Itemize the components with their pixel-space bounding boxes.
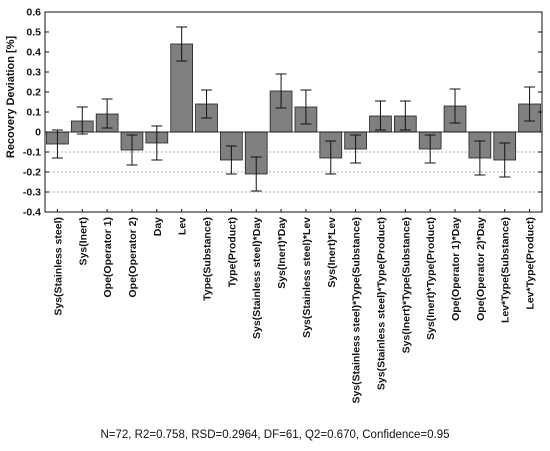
x-tick-label: Sys(Inert) <box>77 217 89 265</box>
y-tick-label: 0.6 <box>26 7 41 19</box>
x-tick-label: Lev*Type(Product) <box>525 217 537 310</box>
x-tick-label: Day <box>152 217 164 236</box>
x-tick-label: Sys(Stainless steel)*Type(Substance) <box>351 217 363 404</box>
y-tick-label: -0.1 <box>23 147 41 159</box>
y-tick-label: 0.2 <box>26 87 41 99</box>
x-tick-label: Lev <box>177 217 189 235</box>
x-tick-label: Sys(Stainless steel)*Day <box>251 217 263 339</box>
axes <box>44 11 543 213</box>
x-tick-label: Sys(Inert)*Type(Product) <box>425 217 437 340</box>
x-tick-label: Sys(Stainless steel)*Type(Product) <box>375 217 387 390</box>
x-tick-label: Sys(Stainless steel)*Lev <box>301 217 313 338</box>
y-tick-label: -0.2 <box>23 167 41 179</box>
y-tick-label: 0.3 <box>26 67 41 79</box>
x-tick-label: Ope(Operator 2)*Day <box>475 217 487 321</box>
y-ticks: -0.4 -0.3 -0.2 -0.1 0 0.1 0.2 0.3 0.4 0.5 0.6 <box>23 7 542 219</box>
y-tick-label: 0.5 <box>26 27 41 39</box>
y-tick-label: 0.4 <box>26 47 41 59</box>
x-tick-label: Sys(Stainless steel) <box>52 217 64 316</box>
x-tick-label: Sys(Inert)*Day <box>276 217 288 289</box>
y-tick-label: -0.4 <box>23 207 41 219</box>
y-tick-label: 0 <box>35 127 41 139</box>
y-tick-label: 0.1 <box>26 107 41 119</box>
x-tick-label: Type(Substance) <box>202 217 214 301</box>
x-tick-label: Type(Product) <box>226 217 238 287</box>
model-summary-footer: N=72, R2=0.758, RSD=0.2964, DF=61, Q2=0.… <box>100 429 450 441</box>
y-tick-label: -0.3 <box>23 187 41 199</box>
error-bars <box>51 26 536 192</box>
reference-lines <box>45 151 542 193</box>
x-tick-label: Lev*Type(Substance) <box>500 217 512 323</box>
x-tick-label: Ope(Operator 1) <box>102 217 114 298</box>
bars <box>46 43 541 175</box>
x-tick-labels: Sys(Stainless steel) Sys(Inert) Ope(Operat… <box>52 209 537 404</box>
y-axis-label: Recovery Deviation [%] <box>5 36 17 159</box>
x-tick-label: Ope(Operator 1)*Day <box>450 217 462 321</box>
x-tick-label: Sys(Inert)*Type(Substance) <box>400 217 412 353</box>
x-tick-label: Ope(Operator 2) <box>127 217 139 298</box>
x-tick-label: Sys(Inert)*Lev <box>326 217 338 288</box>
plot-frame <box>44 11 543 213</box>
